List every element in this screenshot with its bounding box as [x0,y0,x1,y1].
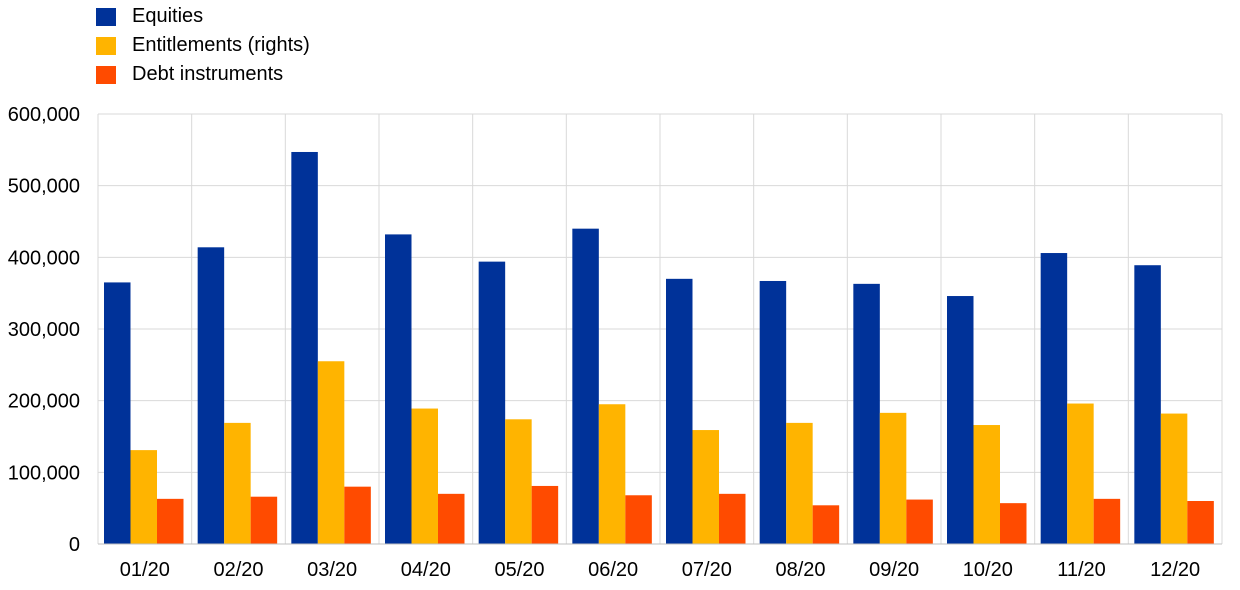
bar-entitlements-rights-11-20 [1067,403,1094,544]
legend-label-entitlements: Entitlements (rights) [132,34,310,56]
x-tick-label: 08/20 [775,559,825,581]
bar-equities-08-20 [759,280,787,544]
x-tick-label: 11/20 [1057,559,1106,581]
y-tick-label: 200,000 [8,391,80,413]
y-tick-label: 300,000 [8,319,80,341]
x-tick-label: 10/20 [963,559,1013,581]
y-tick-label: 400,000 [8,247,80,269]
legend-item-entitlements: Entitlements (rights) [96,31,310,60]
bar-entitlements-rights-02-20 [224,422,251,544]
bar-equities-09-20 [853,283,880,544]
bar-entitlements-rights-06-20 [598,404,626,544]
x-tick-label: 07/20 [682,559,732,581]
bar-equities-10-20 [947,296,974,544]
y-tick-label: 600,000 [8,104,80,126]
bar-entitlements-rights-07-20 [692,430,719,544]
legend-item-equities: Equities [96,2,310,31]
bar-equities-07-20 [666,278,693,544]
bar-debt-instruments-04-20 [438,493,465,544]
bar-debt-instruments-12-20 [1187,501,1214,544]
bar-debt-instruments-07-20 [719,493,746,544]
bar-entitlements-rights-03-20 [317,361,345,544]
x-tick-label: 05/20 [494,559,544,581]
x-tick-label: 04/20 [401,559,451,581]
bar-equities-06-20 [572,228,599,544]
x-tick-label: 03/20 [307,559,357,581]
bar-debt-instruments-01-20 [157,498,184,544]
bar-debt-instruments-02-20 [250,496,278,544]
y-tick-label: 100,000 [8,462,80,484]
x-tick-label: 06/20 [588,559,638,581]
y-tick-label: 0 [69,534,80,556]
x-tick-label: 02/20 [213,559,263,581]
legend-swatch-entitlements [96,36,116,55]
bar-debt-instruments-11-20 [1093,498,1121,544]
bar-entitlements-rights-09-20 [879,412,907,544]
x-tick-label: 12/20 [1150,559,1200,581]
bar-equities-11-20 [1040,253,1068,545]
bar-equities-05-20 [478,261,506,544]
bar-entitlements-rights-05-20 [505,419,532,544]
bar-debt-instruments-05-20 [531,485,559,544]
bar-entitlements-rights-12-20 [1160,413,1188,544]
bar-debt-instruments-10-20 [1000,503,1027,544]
bar-debt-instruments-08-20 [812,505,840,544]
legend-label-equities: Equities [132,5,204,27]
bar-debt-instruments-06-20 [625,495,652,544]
x-tick-label: 09/20 [869,559,919,581]
bar-entitlements-rights-01-20 [130,450,157,544]
bar-entitlements-rights-08-20 [786,422,813,544]
bar-debt-instruments-09-20 [906,499,933,544]
bar-entitlements-rights-04-20 [411,408,438,544]
bar-equities-04-20 [385,234,412,544]
bar-entitlements-rights-10-20 [973,425,1000,544]
legend-item-debt: Debt instruments [96,60,310,89]
bar-equities-02-20 [197,247,225,545]
y-tick-label: 500,000 [8,176,80,198]
chart-legend: Equities Entitlements (rights) Debt inst… [96,2,310,89]
bar-equities-03-20 [291,151,318,544]
legend-swatch-equities [96,7,116,26]
bar-equities-12-20 [1134,265,1161,544]
bar-debt-instruments-03-20 [344,486,371,544]
legend-swatch-debt [96,65,116,84]
legend-label-debt: Debt instruments [132,63,284,85]
x-tick-label: 01/20 [120,559,170,581]
bar-equities-01-20 [104,282,131,544]
